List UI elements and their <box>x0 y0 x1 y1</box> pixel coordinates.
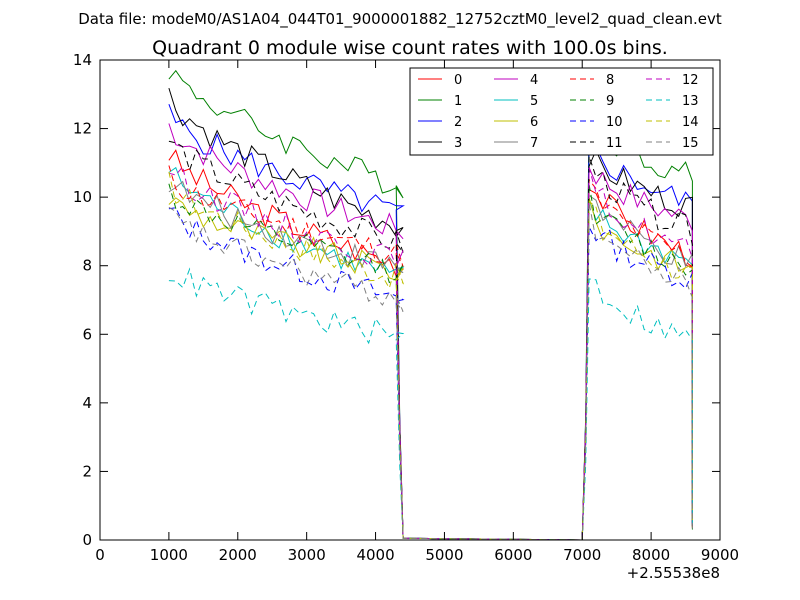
y-tick-label: 0 <box>82 531 92 549</box>
legend-label-9: 9 <box>606 94 614 109</box>
series-line-11 <box>168 140 693 541</box>
legend-label-13: 13 <box>682 94 699 109</box>
x-tick-label: 0 <box>95 546 105 564</box>
series-line-0 <box>168 149 693 541</box>
x-tick-label: 5000 <box>425 546 463 564</box>
x-tick-label: 4000 <box>356 546 394 564</box>
series-line-5 <box>168 166 693 541</box>
series-line-3 <box>168 87 693 541</box>
legend-label-4: 4 <box>530 73 538 88</box>
plot-area-frame <box>99 59 721 541</box>
legend-label-7: 7 <box>530 136 538 151</box>
y-tick-label: 8 <box>82 257 92 275</box>
axis-tick-labels: 0 1000 2000 3000 4000 5000 6000 7000 8000 9000 0 2 4… <box>73 51 739 564</box>
x-tick-label: 9000 <box>701 546 739 564</box>
series-line-13 <box>168 267 693 541</box>
legend-label-2: 2 <box>454 115 462 130</box>
y-tick-label: 2 <box>82 462 92 480</box>
series-line-14 <box>168 171 693 541</box>
x-tick-label: 7000 <box>563 546 601 564</box>
chart-suptitle: Data file: modeM0/AS1A04_044T01_90000018… <box>78 10 722 29</box>
axis-ticks <box>99 59 721 541</box>
series-line-8 <box>168 165 693 541</box>
legend-label-11: 11 <box>606 136 623 151</box>
legend-label-5: 5 <box>530 94 538 109</box>
y-tick-label: 12 <box>73 120 92 138</box>
series-line-12 <box>168 165 693 541</box>
x-tick-label: 6000 <box>494 546 532 564</box>
series-line-10 <box>168 207 693 541</box>
legend-label-8: 8 <box>606 73 614 88</box>
y-tick-label: 6 <box>82 325 92 343</box>
x-tick-label: 8000 <box>632 546 670 564</box>
legend-label-6: 6 <box>530 115 538 130</box>
y-tick-label: 4 <box>82 394 92 412</box>
legend-label-1: 1 <box>454 94 462 109</box>
y-tick-label: 14 <box>73 51 92 69</box>
plot-lines <box>168 69 693 541</box>
series-line-9 <box>168 183 693 541</box>
legend-frame <box>409 67 714 156</box>
y-tick-label: 10 <box>73 188 92 206</box>
x-tick-label: 3000 <box>288 546 326 564</box>
x-offset-label: +2.55538e8 <box>627 564 720 582</box>
legend-label-15: 15 <box>682 136 699 151</box>
legend-label-0: 0 <box>454 73 462 88</box>
legend-label-3: 3 <box>454 136 462 151</box>
series-line-7 <box>168 180 693 541</box>
series-line-4 <box>168 123 693 541</box>
series-line-2 <box>168 104 693 541</box>
legend-label-14: 14 <box>682 115 699 130</box>
legend-label-12: 12 <box>682 73 699 88</box>
series-line-15 <box>168 202 693 541</box>
x-tick-label: 1000 <box>150 546 188 564</box>
x-tick-label: 2000 <box>219 546 257 564</box>
legend-label-10: 10 <box>606 115 623 130</box>
chart-title: Quadrant 0 module wise count rates with … <box>152 37 668 59</box>
